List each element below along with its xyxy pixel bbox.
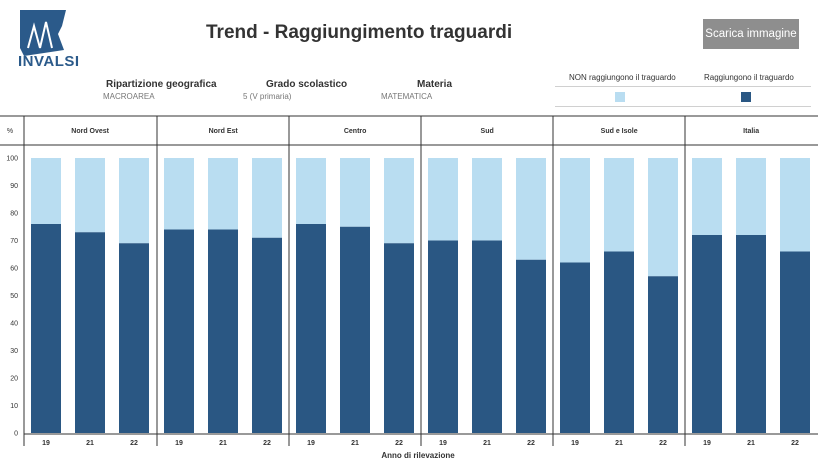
logo-text: INVALSI <box>18 53 80 70</box>
x-tick-label: 22 <box>130 440 138 447</box>
x-tick-label: 19 <box>439 440 447 447</box>
bar-not-reached <box>516 158 546 260</box>
x-tick-label: 19 <box>175 440 183 447</box>
bar-reached <box>692 235 722 433</box>
bar-reached <box>780 251 810 433</box>
bar-not-reached <box>736 158 766 235</box>
bar-reached <box>736 235 766 433</box>
bar-not-reached <box>208 158 238 230</box>
bar-not-reached <box>252 158 282 238</box>
x-tick-label: 22 <box>791 440 799 447</box>
bar-not-reached <box>119 158 149 244</box>
bar-reached <box>252 237 282 433</box>
filter-value-subject[interactable]: MATEMATICA <box>381 92 433 101</box>
x-tick-label: 22 <box>263 440 271 447</box>
x-tick-label: 21 <box>747 440 755 447</box>
bar-reached <box>648 276 678 433</box>
x-tick-label: 22 <box>659 440 667 447</box>
x-tick-label: 19 <box>571 440 579 447</box>
x-tick-label: 21 <box>483 440 491 447</box>
bar-reached <box>208 229 238 433</box>
invalsi-logo-icon <box>20 10 66 56</box>
legend-swatch-reached[interactable] <box>741 92 751 102</box>
bar-not-reached <box>560 158 590 263</box>
panel-title: Sud <box>481 128 494 135</box>
y-tick-label: 20 <box>10 376 18 383</box>
y-tick-label: 0 <box>14 431 18 438</box>
x-tick-label: 19 <box>307 440 315 447</box>
bar-reached <box>428 240 458 433</box>
y-tick-label: 50 <box>10 293 18 300</box>
y-tick-label: 90 <box>10 183 18 190</box>
bar-not-reached <box>31 158 61 224</box>
panel-title: Nord Est <box>209 128 239 135</box>
legend-label-reached: Raggiungono il traguardo <box>704 73 794 82</box>
download-image-button[interactable]: Scarica immagine <box>703 19 799 49</box>
filter-label-grade: Grado scolastico <box>266 79 348 90</box>
y-tick-label: 70 <box>10 238 18 245</box>
y-tick-label: 10 <box>10 403 18 410</box>
bar-not-reached <box>164 158 194 230</box>
x-tick-label: 21 <box>615 440 623 447</box>
legend-divider-bottom <box>555 106 811 107</box>
panel-title: Sud e Isole <box>601 128 638 135</box>
bar-not-reached <box>296 158 326 224</box>
legend-label-not-reached: NON raggiungono il traguardo <box>569 73 676 82</box>
bar-reached <box>119 243 149 433</box>
x-tick-label: 19 <box>42 440 50 447</box>
page-title: Trend - Raggiungimento traguardi <box>206 22 513 43</box>
bar-not-reached <box>340 158 370 227</box>
filter-label-area: Ripartizione geografica <box>106 79 217 90</box>
x-tick-label: 19 <box>703 440 711 447</box>
bar-not-reached <box>780 158 810 252</box>
y-tick-label: 30 <box>10 348 18 355</box>
panel-title: Centro <box>344 128 367 135</box>
bar-not-reached <box>472 158 502 241</box>
y-tick-label: 60 <box>10 266 18 273</box>
panel-title: Nord Ovest <box>71 128 109 135</box>
y-tick-label: 100 <box>6 156 18 163</box>
x-axis-title: Anno di rilevazione <box>381 451 455 460</box>
bar-not-reached <box>692 158 722 235</box>
y-tick-label: 40 <box>10 321 18 328</box>
bar-reached <box>296 224 326 433</box>
bar-reached <box>340 226 370 433</box>
legend-divider-top <box>555 86 811 87</box>
x-tick-label: 21 <box>86 440 94 447</box>
bar-reached <box>384 243 414 433</box>
bar-not-reached <box>648 158 678 277</box>
y-tick-label: 80 <box>10 211 18 218</box>
bar-reached <box>164 229 194 433</box>
filter-label-subject: Materia <box>417 79 453 90</box>
y-axis-label: % <box>7 128 13 135</box>
bar-reached <box>560 262 590 433</box>
legend-swatch-not-reached[interactable] <box>615 92 625 102</box>
bar-not-reached <box>75 158 105 233</box>
panel-title: Italia <box>743 128 759 135</box>
x-tick-label: 21 <box>219 440 227 447</box>
filter-value-grade[interactable]: 5 (V primaria) <box>243 92 292 101</box>
x-tick-label: 22 <box>395 440 403 447</box>
bar-not-reached <box>428 158 458 241</box>
bar-not-reached <box>384 158 414 244</box>
bar-reached <box>604 251 634 433</box>
bar-reached <box>75 232 105 433</box>
bar-reached <box>31 224 61 433</box>
x-tick-label: 22 <box>527 440 535 447</box>
bar-reached <box>472 240 502 433</box>
filter-value-area[interactable]: MACROAREA <box>103 92 155 101</box>
bar-not-reached <box>604 158 634 252</box>
bar-reached <box>516 259 546 433</box>
x-tick-label: 21 <box>351 440 359 447</box>
